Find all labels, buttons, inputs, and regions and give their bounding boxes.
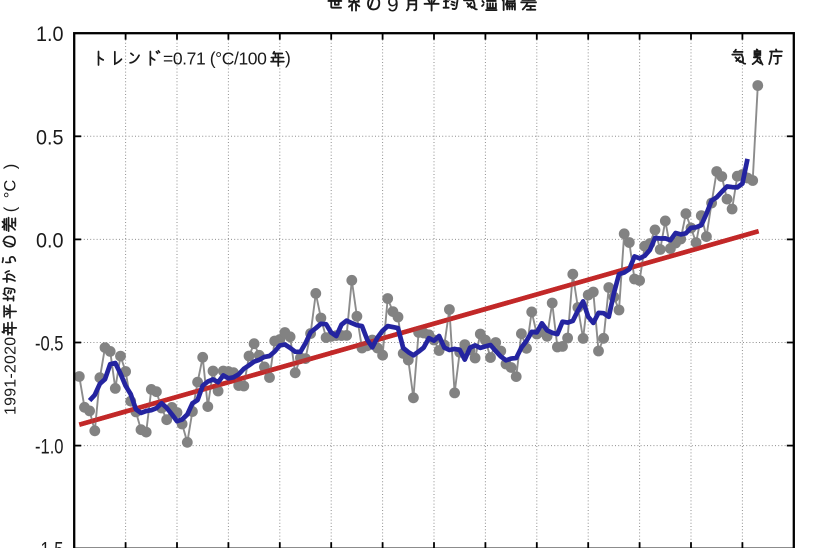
svg-text:1991-2020: 1991-2020	[3, 337, 20, 415]
svg-text:°C: °C	[2, 180, 20, 199]
svg-text:): )	[2, 164, 20, 170]
svg-text:-0.5: -0.5	[35, 333, 64, 356]
svg-text:): )	[285, 48, 291, 68]
svg-text:=0.71 (°C/100: =0.71 (°C/100	[163, 49, 267, 69]
svg-text:0.0: 0.0	[36, 229, 64, 252]
svg-text:9: 9	[387, 0, 399, 17]
svg-text:(: (	[2, 206, 20, 212]
svg-text:1.0: 1.0	[36, 23, 64, 46]
svg-text:-1.0: -1.0	[35, 436, 64, 459]
svg-text:-1.5: -1.5	[35, 539, 64, 548]
svg-text:0.5: 0.5	[36, 126, 64, 149]
